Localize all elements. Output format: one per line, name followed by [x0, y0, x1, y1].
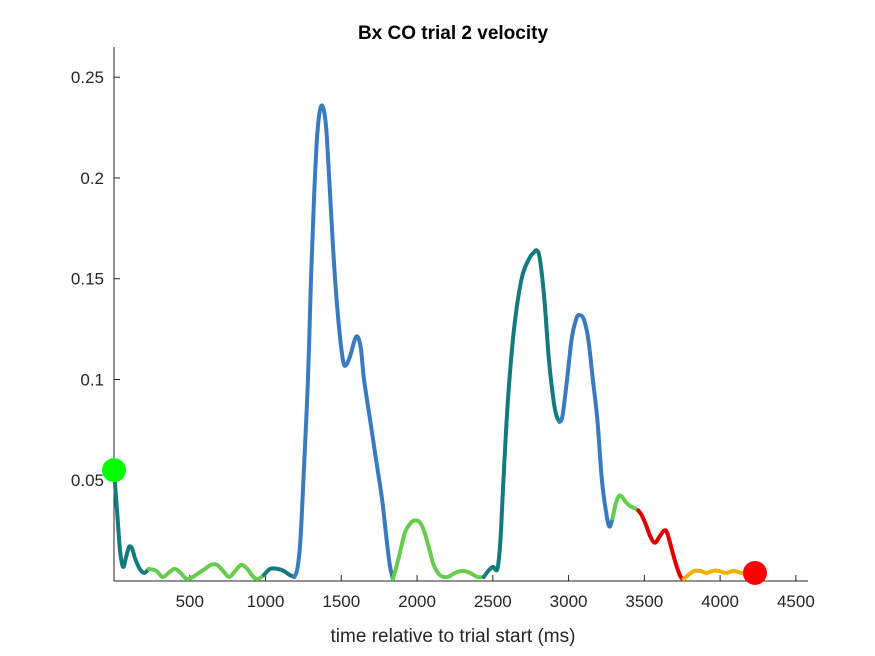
velocity-line-segment — [681, 568, 757, 581]
velocity-line-segment — [636, 508, 686, 581]
velocity-line-segment — [146, 562, 267, 582]
markers — [102, 458, 767, 585]
x-tick-label: 3000 — [550, 592, 588, 611]
x-ticks: 500 1000 1500 2000 2500 3000 3500 4000 4500 — [176, 575, 815, 611]
axes — [113, 47, 808, 582]
x-tick-label: 4500 — [777, 592, 815, 611]
y-ticks: 0.05 0.1 0.15 0.2 0.25 — [71, 68, 120, 490]
velocity-line-segment — [262, 566, 297, 579]
velocity-line-segment — [112, 468, 151, 575]
y-tick-label: 0.15 — [71, 270, 104, 289]
velocity-line-segment — [390, 518, 486, 581]
chart-title: Bx CO trial 2 velocity — [358, 23, 549, 44]
velocity-series — [112, 103, 757, 582]
x-tick-label: 2000 — [398, 592, 436, 611]
velocity-line-segment — [610, 493, 641, 521]
end-marker — [742, 560, 767, 585]
velocity-line-segment — [292, 103, 395, 581]
x-tick-label: 2500 — [474, 592, 512, 611]
x-tick-label: 3500 — [625, 592, 663, 611]
y-tick-label: 0.1 — [80, 370, 104, 389]
y-tick-label: 0.05 — [71, 471, 104, 490]
velocity-line-segment — [481, 248, 562, 579]
y-tick-label: 0.25 — [71, 68, 104, 87]
x-tick-label: 4000 — [701, 592, 739, 611]
x-tick-label: 500 — [176, 592, 204, 611]
y-tick-label: 0.2 — [80, 169, 104, 188]
x-tick-label: 1500 — [322, 592, 360, 611]
x-axis-label: time relative to trial start (ms) — [331, 626, 576, 647]
velocity-line-segment — [557, 313, 615, 529]
x-tick-label: 1000 — [247, 592, 285, 611]
start-marker — [102, 458, 126, 483]
